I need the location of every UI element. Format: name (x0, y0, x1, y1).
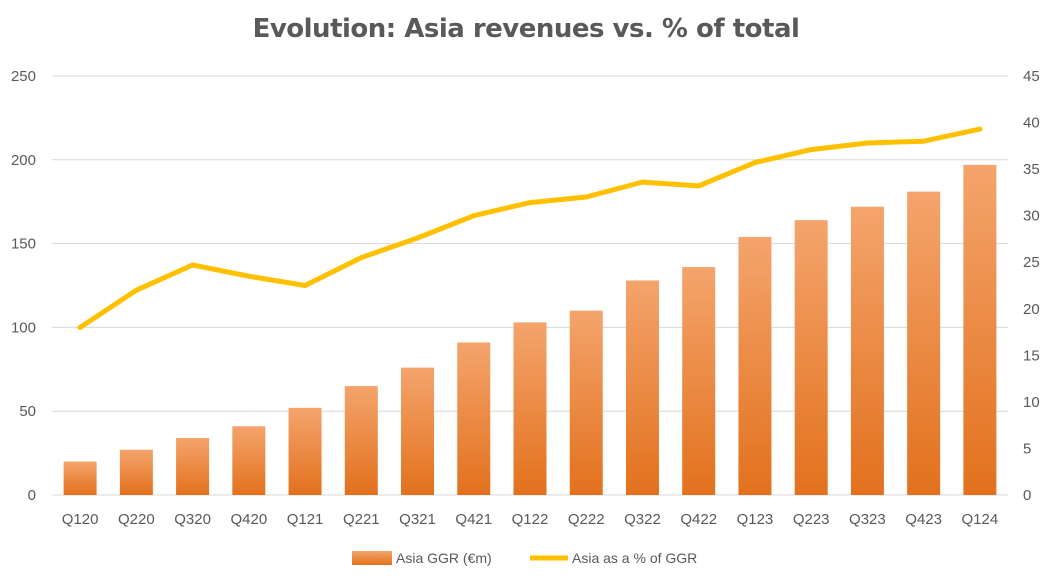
bar (625, 280, 659, 495)
x-tick-label: Q220 (118, 511, 155, 528)
x-tick-label: Q420 (230, 511, 267, 528)
bar (119, 449, 153, 495)
line-point (696, 183, 702, 189)
line-point (246, 273, 252, 279)
line-point (977, 126, 983, 132)
line-point (752, 160, 758, 166)
x-tick-label: Q322 (624, 511, 661, 528)
bar (288, 407, 322, 495)
right-tick-label: 35 (1023, 161, 1040, 178)
line-point (864, 140, 870, 146)
right-axis: 0 5 10 15 20 25 30 35 40 45 (1023, 68, 1040, 504)
right-tick-label: 15 (1023, 347, 1040, 364)
line-point (190, 262, 196, 268)
bar (963, 164, 997, 495)
x-axis: Q120 Q220 Q320 Q420 Q121 Q221 Q321 Q421 Q122 Q222… (62, 511, 998, 528)
left-tick-label: 100 (11, 319, 36, 336)
line-series (77, 126, 983, 330)
x-tick-label: Q120 (62, 511, 99, 528)
legend: Asia GGR (€m) Asia as a % of GGR (352, 550, 697, 566)
x-tick-label: Q320 (174, 511, 211, 528)
right-tick-label: 10 (1023, 394, 1040, 411)
x-tick-label: Q222 (568, 511, 605, 528)
bar (794, 220, 828, 496)
right-tick-label: 20 (1023, 301, 1040, 318)
line-point (639, 179, 645, 185)
right-tick-label: 45 (1023, 68, 1040, 85)
x-tick-label: Q124 (962, 511, 999, 528)
x-tick-label: Q223 (793, 511, 830, 528)
bar (569, 310, 603, 495)
bar (344, 386, 378, 495)
left-tick-label: 200 (11, 152, 36, 169)
right-tick-label: 5 (1023, 440, 1031, 457)
left-axis: 0 50 100 150 200 250 (11, 68, 36, 504)
bar (907, 191, 941, 496)
x-tick-label: Q323 (849, 511, 886, 528)
line-point (302, 283, 308, 288)
left-tick-label: 150 (11, 236, 36, 253)
line-point (808, 147, 814, 153)
bar (401, 367, 435, 495)
line-point (583, 194, 589, 200)
line-point (415, 235, 421, 241)
x-tick-label: Q123 (737, 511, 774, 528)
x-tick-label: Q122 (512, 511, 549, 528)
chart-title: Evolution: Asia revenues vs. % of total (252, 14, 800, 44)
bar (850, 206, 884, 495)
left-tick-label: 50 (19, 403, 36, 420)
bar-series (63, 164, 997, 496)
left-tick-label: 250 (11, 68, 36, 85)
x-tick-label: Q421 (455, 511, 492, 528)
right-tick-label: 25 (1023, 254, 1040, 271)
bar (176, 438, 210, 495)
bar (63, 461, 97, 495)
right-tick-label: 40 (1023, 115, 1040, 132)
legend-swatch-bar (352, 551, 392, 565)
x-tick-label: Q221 (343, 511, 380, 528)
legend-label: Asia GGR (€m) (396, 550, 492, 566)
line-point (358, 255, 364, 261)
line-path (77, 126, 983, 330)
x-tick-label: Q121 (287, 511, 324, 528)
line-point (133, 287, 139, 293)
left-tick-label: 0 (28, 487, 36, 504)
bar (738, 236, 772, 495)
x-tick-label: Q423 (905, 511, 942, 528)
line-point (527, 200, 533, 206)
right-tick-label: 30 (1023, 208, 1040, 225)
bar (682, 267, 716, 495)
bar (232, 426, 266, 495)
x-tick-label: Q422 (680, 511, 717, 528)
x-tick-label: Q321 (399, 511, 436, 528)
line-point (77, 324, 83, 330)
legend-label: Asia as a % of GGR (572, 550, 697, 566)
bar (457, 342, 491, 495)
line-point (921, 138, 927, 144)
line-point (471, 213, 477, 219)
right-tick-label: 0 (1023, 487, 1031, 504)
bar (513, 322, 547, 495)
